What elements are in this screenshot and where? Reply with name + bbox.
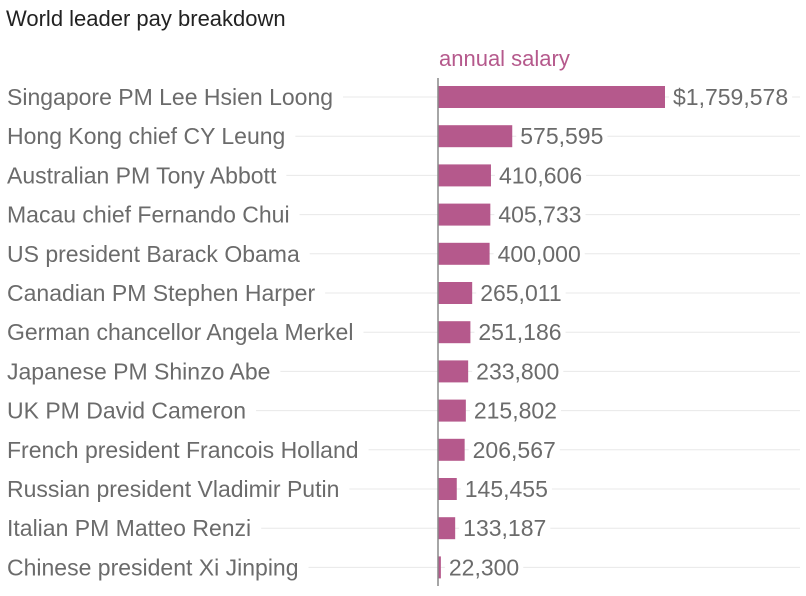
category-label-background <box>2 397 252 424</box>
value-label-background <box>493 241 585 266</box>
value-label-background <box>494 202 586 227</box>
value-label: 145,455 <box>465 476 548 502</box>
value-label: 133,187 <box>463 515 546 541</box>
category-label: Japanese PM Shinzo Abe <box>7 358 270 384</box>
value-label-background <box>469 398 561 423</box>
value-label: 215,802 <box>474 398 557 424</box>
category-labels: Singapore PM Lee Hsien Loong Hong Kong ch… <box>2 84 364 581</box>
category-label-background <box>2 554 304 581</box>
value-label: 22,300 <box>449 554 519 580</box>
category-label-background <box>2 84 339 110</box>
bar <box>438 203 491 226</box>
chart-title: World leader pay breakdown <box>6 6 286 31</box>
category-label-background <box>2 162 282 189</box>
value-label-background <box>476 281 566 305</box>
value-label-background <box>459 516 551 541</box>
bar <box>438 360 469 383</box>
category-label: Russian president Vladimir Putin <box>7 476 339 502</box>
category-label: UK PM David Cameron <box>7 398 246 424</box>
value-label: 233,800 <box>476 358 559 384</box>
value-label: 251,186 <box>478 319 561 345</box>
value-label-background <box>472 359 564 384</box>
value-label-background <box>669 85 793 109</box>
category-label-background <box>2 476 345 502</box>
category-label: US president Barack Obama <box>7 241 300 267</box>
value-label: 405,733 <box>498 202 581 228</box>
bar <box>438 517 456 540</box>
category-label-background <box>2 240 305 267</box>
category-label-background <box>2 280 321 306</box>
category-label-background <box>2 123 291 150</box>
category-label-background <box>2 201 295 228</box>
category-label: Australian PM Tony Abbott <box>7 162 277 188</box>
bar <box>438 164 491 187</box>
value-label: 206,567 <box>473 437 556 463</box>
value-label: $1,759,578 <box>673 84 788 110</box>
category-label-background <box>2 319 359 346</box>
bar <box>438 399 466 422</box>
value-label: 400,000 <box>498 241 581 267</box>
category-label-background <box>2 358 276 385</box>
bar <box>438 86 665 108</box>
value-label-background <box>474 320 566 345</box>
value-label: 575,595 <box>520 123 603 149</box>
value-label-background <box>468 437 560 462</box>
series-label: annual salary <box>439 46 570 71</box>
bars <box>438 86 665 579</box>
category-label: Canadian PM Stephen Harper <box>7 280 315 306</box>
category-label: Hong Kong chief CY Leung <box>7 123 285 149</box>
value-label-background <box>460 477 552 501</box>
value-label: 410,606 <box>499 162 582 188</box>
category-label: Macau chief Fernando Chui <box>7 202 290 228</box>
bar <box>438 556 441 579</box>
category-label: Italian PM Matteo Renzi <box>7 515 251 541</box>
bar <box>438 438 465 461</box>
value-labels: $1,759,578 575,595 410,606 405,733 400,000 26… <box>444 84 793 580</box>
bar <box>438 321 471 344</box>
category-label: Chinese president Xi Jinping <box>7 554 299 580</box>
value-label-background <box>494 163 587 188</box>
category-label: Singapore PM Lee Hsien Loong <box>7 84 333 110</box>
category-label-background <box>2 515 257 542</box>
category-label: German chancellor Angela Merkel <box>7 319 353 345</box>
bar <box>438 478 457 500</box>
bar <box>438 282 473 304</box>
value-label: 265,011 <box>480 280 561 306</box>
bar <box>438 125 513 148</box>
value-label-background <box>444 555 524 580</box>
category-label-background <box>2 436 364 463</box>
bar <box>438 242 490 265</box>
value-label-background <box>516 124 608 149</box>
category-label: French president Francois Holland <box>7 437 359 463</box>
